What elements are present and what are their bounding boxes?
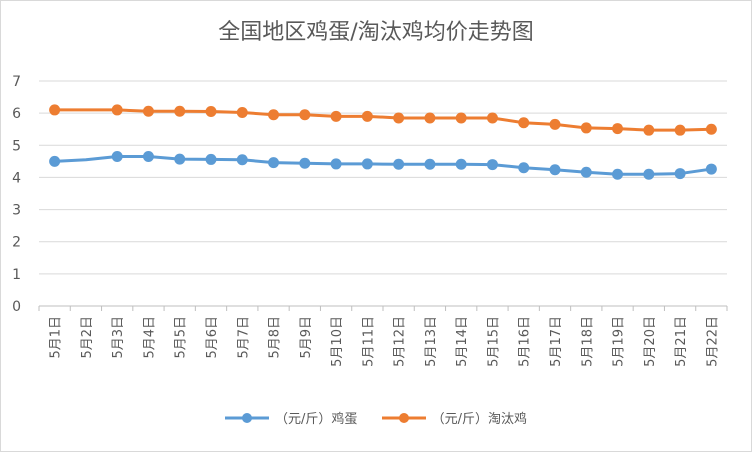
- data-point-series-1: [174, 105, 186, 117]
- data-point-series-1: [236, 107, 248, 118]
- data-point-series-0: [299, 157, 311, 169]
- x-tick-label: 5月1日: [49, 316, 64, 359]
- data-point-series-1: [674, 124, 686, 136]
- data-point-series-1: [330, 110, 342, 122]
- legend-label-eggs: （元/斤）鸡蛋: [275, 412, 358, 427]
- data-point-series-0: [236, 154, 248, 166]
- data-point-series-0: [205, 153, 217, 165]
- legend-marker-hens: [381, 412, 426, 423]
- series-line-1: [53, 108, 713, 132]
- x-tick-label: 5月5日: [174, 316, 189, 359]
- x-tick-label: 5月19日: [612, 316, 627, 367]
- y-tick-label: 1: [12, 267, 21, 283]
- data-point-series-0: [518, 162, 530, 174]
- data-point-series-0: [424, 158, 436, 170]
- data-point-series-0: [361, 158, 373, 170]
- data-point-series-1: [455, 112, 467, 124]
- x-tick-label: 5月17日: [549, 316, 564, 367]
- x-tick-label: 5月10日: [330, 316, 345, 367]
- series-line-0: [53, 155, 713, 176]
- data-point-series-1: [549, 118, 561, 130]
- data-point-series-0: [643, 168, 655, 180]
- y-tick-label: 7: [12, 74, 21, 90]
- legend-item-hens: （元/斤）淘汰鸡: [381, 408, 527, 427]
- legend-marker-eggs: [225, 412, 270, 423]
- x-tick-label: 5月20日: [643, 316, 658, 367]
- x-tick-label: 5月8日: [268, 316, 283, 359]
- x-tick-label: 5月2日: [80, 316, 95, 359]
- data-point-series-0: [268, 157, 280, 169]
- data-point-series-0: [393, 158, 405, 170]
- data-point-series-0: [330, 158, 342, 170]
- x-tick-label: 5月6日: [205, 316, 220, 359]
- data-point-series-1: [643, 124, 655, 136]
- y-tick-label: 6: [12, 106, 21, 122]
- data-point-series-1: [705, 123, 717, 135]
- legend-item-eggs: （元/斤）鸡蛋: [225, 408, 357, 427]
- x-tick-label: 5月11日: [361, 316, 376, 367]
- data-point-series-0: [49, 155, 61, 167]
- data-point-series-0: [612, 168, 624, 180]
- x-tick-label: 5月15日: [486, 316, 501, 367]
- data-point-series-0: [174, 153, 186, 165]
- x-tick-label: 5月3日: [111, 316, 126, 359]
- data-point-series-0: [549, 164, 561, 176]
- data-point-series-1: [393, 112, 405, 124]
- y-tick-label: 0: [12, 299, 21, 315]
- data-point-series-0: [580, 166, 592, 178]
- x-tick-label: 5月12日: [393, 316, 408, 367]
- y-tick-label: 4: [12, 170, 21, 186]
- data-point-series-1: [299, 109, 311, 121]
- data-point-series-0: [486, 159, 498, 171]
- data-point-series-1: [361, 110, 373, 122]
- x-tick-label: 5月21日: [674, 316, 689, 367]
- x-tick-label: 5月18日: [580, 316, 595, 367]
- data-point-series-1: [612, 123, 624, 135]
- y-tick-label: 3: [12, 203, 21, 219]
- data-point-series-1: [580, 122, 592, 134]
- data-point-series-1: [424, 112, 436, 124]
- x-tick-label: 5月13日: [424, 316, 439, 367]
- chart-title: 全国地区鸡蛋/淘汰鸡均价走势图: [218, 20, 534, 45]
- y-tick-label: 2: [12, 235, 21, 251]
- data-point-series-1: [486, 112, 498, 124]
- data-point-series-1: [142, 105, 154, 117]
- data-point-series-1: [111, 104, 123, 116]
- x-tick-label: 5月14日: [455, 316, 470, 367]
- data-point-series-0: [142, 151, 154, 163]
- legend: （元/斤）鸡蛋 （元/斤）淘汰鸡: [0, 408, 752, 427]
- data-point-series-0: [705, 163, 717, 175]
- x-tick-label: 5月4日: [142, 316, 157, 359]
- data-point-series-1: [268, 109, 280, 121]
- data-point-series-0: [455, 158, 467, 170]
- data-point-series-0: [674, 168, 686, 180]
- data-point-series-0: [111, 151, 123, 163]
- data-point-series-1: [49, 104, 61, 116]
- y-tick-label: 5: [12, 138, 21, 154]
- x-tick-label: 5月7日: [236, 316, 251, 359]
- legend-label-hens: （元/斤）淘汰鸡: [431, 412, 527, 427]
- x-tick-label: 5月16日: [518, 316, 533, 367]
- data-point-series-1: [205, 106, 217, 118]
- x-tick-label: 5月22日: [705, 316, 720, 367]
- data-point-series-1: [518, 117, 530, 129]
- x-tick-label: 5月9日: [299, 316, 314, 359]
